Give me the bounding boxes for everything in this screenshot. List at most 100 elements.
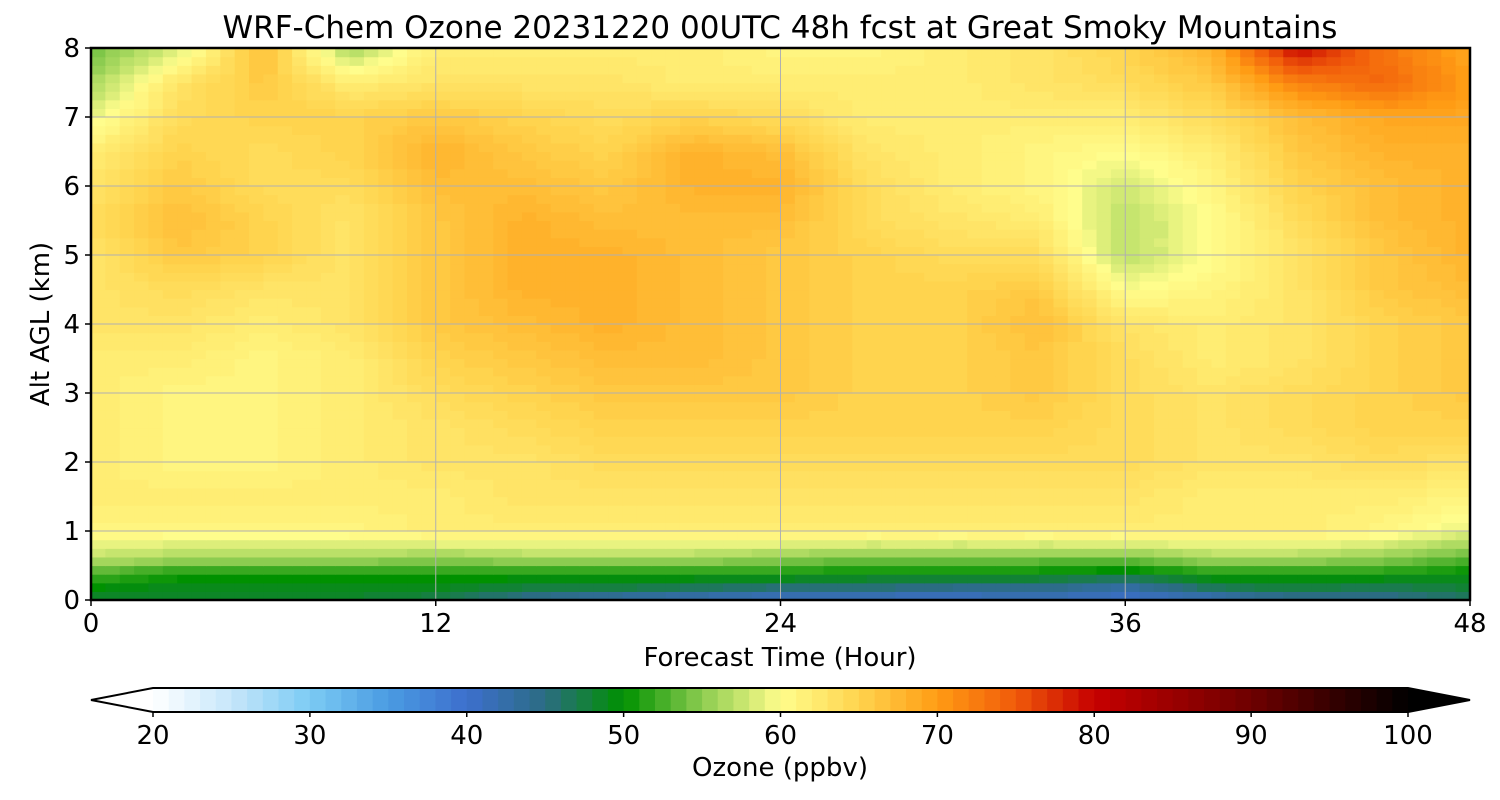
heatmap-cell <box>952 453 968 463</box>
heatmap-cell <box>263 522 279 532</box>
heatmap-cell <box>766 289 782 299</box>
heatmap-cell <box>679 160 695 170</box>
heatmap-cell <box>493 194 509 204</box>
heatmap-cell <box>464 487 480 498</box>
heatmap-cell <box>148 393 164 403</box>
heatmap-cell <box>751 324 767 334</box>
heatmap-cell <box>1254 263 1270 273</box>
heatmap-cell <box>852 332 868 342</box>
heatmap-cell <box>1326 505 1342 515</box>
heatmap-cell <box>550 375 566 385</box>
heatmap-cell <box>306 211 322 222</box>
heatmap-cell <box>349 255 365 265</box>
heatmap-cell <box>622 427 638 437</box>
heatmap-cell <box>1096 289 1112 299</box>
heatmap-cell <box>363 444 379 454</box>
heatmap-cell <box>435 272 451 282</box>
heatmap-cell <box>1039 280 1055 291</box>
heatmap-cell <box>421 436 437 446</box>
heatmap-cell <box>1010 255 1026 265</box>
heatmap-cell <box>1010 591 1026 601</box>
heatmap-cell <box>407 246 422 256</box>
heatmap-cell <box>493 349 509 360</box>
heatmap-cell <box>823 470 839 480</box>
heatmap-cell <box>622 531 638 541</box>
heatmap-cell <box>1254 246 1270 256</box>
heatmap-cell <box>105 418 121 429</box>
heatmap-cell <box>1024 177 1040 187</box>
heatmap-cell <box>995 246 1011 256</box>
heatmap-cell <box>392 393 408 403</box>
heatmap-cell <box>550 531 566 541</box>
heatmap-cell <box>234 479 250 489</box>
heatmap-cell <box>177 168 193 178</box>
heatmap-cell <box>1024 349 1040 360</box>
heatmap-cell <box>134 332 150 342</box>
heatmap-cell <box>1340 384 1356 394</box>
heatmap-cell <box>809 255 825 265</box>
heatmap-cell <box>924 513 940 523</box>
heatmap-cell <box>1082 453 1098 463</box>
heatmap-cell <box>162 574 178 584</box>
heatmap-cell <box>1225 358 1241 368</box>
heatmap-cell <box>536 565 552 575</box>
heatmap-cell <box>895 211 911 222</box>
heatmap-cell <box>1297 332 1313 342</box>
heatmap-cell <box>277 220 293 230</box>
heatmap-cell <box>177 332 193 342</box>
heatmap-cell <box>493 289 509 299</box>
heatmap-cell <box>450 522 466 532</box>
heatmap-cell <box>608 393 624 403</box>
heatmap-cell <box>1268 358 1284 368</box>
heatmap-cell <box>521 401 537 411</box>
heatmap-cell <box>708 531 724 541</box>
heatmap-cell <box>392 565 408 575</box>
heatmap-cell <box>177 341 193 351</box>
heatmap-cell <box>651 358 667 368</box>
heatmap-cell <box>737 220 753 230</box>
heatmap-cell <box>550 358 566 368</box>
heatmap-cell <box>679 367 695 377</box>
heatmap-cell <box>392 289 408 299</box>
heatmap-cell <box>536 436 552 446</box>
heatmap-cell <box>1039 255 1055 265</box>
heatmap-cell <box>1225 487 1241 498</box>
heatmap-cell <box>852 272 868 282</box>
heatmap-cell <box>651 384 667 394</box>
heatmap-cell <box>622 160 638 170</box>
heatmap-cell <box>1426 375 1442 385</box>
heatmap-cell <box>1311 393 1327 403</box>
heatmap-cell <box>1297 444 1313 454</box>
heatmap-cell <box>751 272 767 282</box>
heatmap-cell <box>809 375 825 385</box>
heatmap-cell <box>1412 298 1428 308</box>
heatmap-cell <box>134 548 150 558</box>
heatmap-cell <box>177 280 193 291</box>
heatmap-cell <box>1283 160 1299 170</box>
heatmap-cell <box>981 332 997 342</box>
heatmap-cell <box>191 168 207 178</box>
heatmap-cell <box>780 306 796 316</box>
heatmap-cell <box>967 479 983 489</box>
heatmap-cell <box>579 332 595 342</box>
heatmap-cell <box>565 591 580 601</box>
heatmap-cell <box>608 444 624 454</box>
heatmap-cell <box>995 470 1011 480</box>
heatmap-cell <box>1211 462 1227 472</box>
heatmap-cell <box>737 418 753 429</box>
heatmap-cell <box>493 220 509 230</box>
heatmap-cell <box>967 168 983 178</box>
heatmap-cell <box>780 436 796 446</box>
heatmap-cell <box>1024 246 1040 256</box>
heatmap-cell <box>335 349 351 360</box>
heatmap-cell <box>249 367 264 377</box>
heatmap-cell <box>780 315 796 325</box>
heatmap-cell <box>924 505 940 515</box>
heatmap-cell <box>651 496 667 506</box>
heatmap-cell <box>1082 263 1098 273</box>
heatmap-cell <box>593 582 609 592</box>
heatmap-cell <box>306 246 322 256</box>
heatmap-cell <box>737 410 753 420</box>
heatmap-cell <box>679 574 695 584</box>
heatmap-cell <box>794 574 810 584</box>
